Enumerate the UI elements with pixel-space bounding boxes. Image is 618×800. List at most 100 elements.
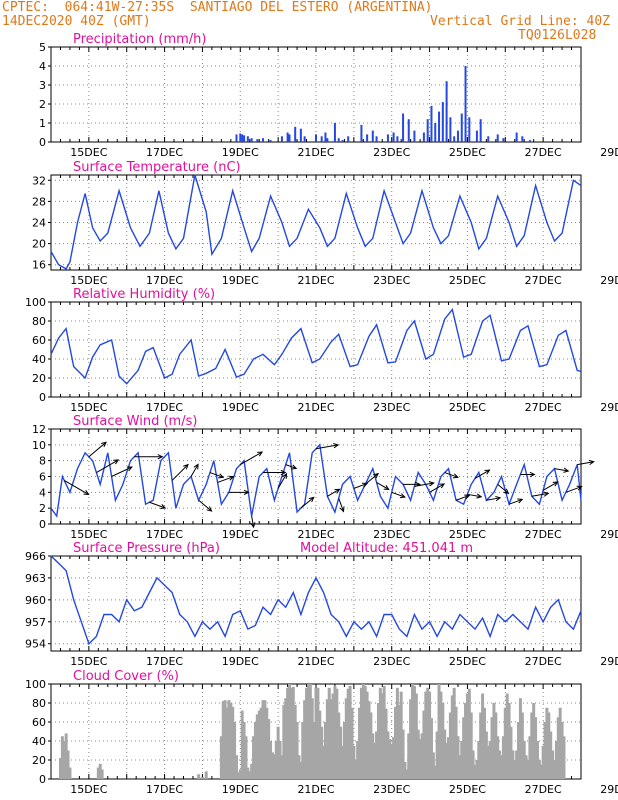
data-bar — [435, 731, 439, 779]
data-bar — [535, 741, 539, 779]
wind-arrow-head — [588, 459, 595, 466]
data-bar — [477, 741, 481, 779]
wind-arrow — [327, 488, 341, 497]
data-bar — [235, 755, 238, 779]
data-bar — [322, 745, 326, 779]
data-bar — [316, 687, 320, 779]
wind-arrow — [134, 454, 164, 460]
panel-frame — [50, 555, 582, 652]
data-bar — [308, 684, 312, 779]
wind-arrow-head — [83, 490, 90, 496]
wind-arrow-head — [361, 482, 369, 488]
wind-arrow-head — [495, 495, 502, 502]
data-bar — [262, 138, 264, 142]
header-grid-note: Vertical Grid Line: 40Z — [430, 14, 611, 29]
y-tick-label: 957 — [25, 616, 46, 629]
data-bar — [539, 764, 543, 779]
wind-arrow — [531, 491, 550, 497]
data-bar — [541, 745, 545, 779]
x-tick-label: 19DEC — [222, 146, 259, 159]
data-bar — [360, 124, 363, 142]
wind-arrow-head — [428, 481, 435, 487]
wind-arrow-shaft — [315, 444, 339, 450]
wind-arrow — [240, 451, 264, 466]
data-bar — [511, 750, 515, 779]
data-bar — [395, 687, 399, 779]
wind-arrow-shaft — [565, 486, 582, 493]
data-bar — [243, 135, 246, 142]
data-bar — [467, 688, 471, 779]
wind-arrow — [554, 467, 570, 473]
data-bar — [562, 736, 566, 779]
x-tick-label: 29DEC — [600, 401, 618, 414]
y-tick-label: 10 — [32, 439, 46, 452]
wind-arrow — [111, 466, 133, 477]
data-bar — [407, 733, 411, 779]
data-bar — [386, 134, 389, 142]
y-tick-label: 40 — [32, 353, 46, 366]
wind-arrow-head — [126, 466, 133, 472]
y-tick-label: 100 — [25, 296, 46, 309]
y-tick-label: 966 — [25, 550, 46, 563]
wind-arrow-shaft — [338, 498, 344, 512]
panel-3: 0 20 40 60 80 100 15DEC 17DEC 19DEC 21DEC 23DEC 25D… — [25, 287, 618, 414]
wind-arrow-head — [373, 472, 379, 479]
data-bar — [388, 739, 392, 779]
y-tick-label: 60 — [32, 334, 46, 347]
y-tick-label: 2 — [39, 98, 46, 111]
data-bar — [318, 710, 322, 779]
data-bar — [354, 760, 358, 779]
wind-arrow-shaft — [251, 515, 255, 528]
data-bar — [306, 684, 310, 779]
data-bar — [369, 712, 373, 779]
data-bar — [456, 736, 460, 779]
y-tick-label: 80 — [32, 697, 46, 710]
data-bar — [500, 755, 503, 779]
data-bar — [339, 726, 343, 779]
x-tick-label: 25DEC — [449, 783, 486, 796]
data-bar — [392, 132, 395, 142]
data-bar — [219, 736, 223, 779]
x-tick-label: 17DEC — [146, 655, 183, 668]
data-bar — [246, 767, 250, 779]
data-bar — [496, 736, 500, 779]
wind-arrow — [376, 482, 390, 491]
data-bar — [347, 136, 350, 142]
data-bar — [255, 714, 259, 779]
data-bar — [380, 693, 384, 779]
data-bar — [465, 693, 469, 779]
wind-arrow-head — [243, 489, 250, 495]
data-bar — [481, 693, 485, 779]
data-bar — [365, 691, 369, 779]
data-bar — [68, 767, 72, 779]
data-bar — [371, 733, 375, 779]
data-bar — [413, 130, 416, 142]
data-bar — [524, 755, 528, 779]
data-bar — [231, 706, 235, 779]
wind-arrow-head — [257, 451, 264, 457]
data-bar — [494, 712, 498, 779]
wind-arrow-shaft — [88, 441, 107, 458]
data-bar — [341, 745, 344, 779]
y-tick-label: 0 — [39, 136, 46, 149]
wind-arrow-head — [529, 471, 536, 478]
wind-arrow-head — [452, 473, 459, 479]
data-bar — [449, 117, 452, 142]
data-bar — [367, 701, 371, 779]
wind-arrow-shaft — [444, 472, 459, 478]
wind-arrow-head — [464, 494, 471, 500]
data-bar — [227, 700, 231, 779]
data-bar — [429, 718, 433, 779]
wind-arrow-head — [439, 483, 446, 489]
data-bar — [299, 128, 302, 142]
wind-arrow-shaft — [190, 464, 199, 477]
data-bar — [315, 134, 317, 142]
data-bar — [358, 707, 362, 779]
y-tick-label: 0 — [39, 773, 46, 786]
data-bar — [475, 130, 478, 142]
data-bar — [320, 136, 323, 142]
data-bar — [530, 712, 534, 779]
data-bar — [426, 119, 429, 142]
x-tick-label: 25DEC — [449, 401, 486, 414]
